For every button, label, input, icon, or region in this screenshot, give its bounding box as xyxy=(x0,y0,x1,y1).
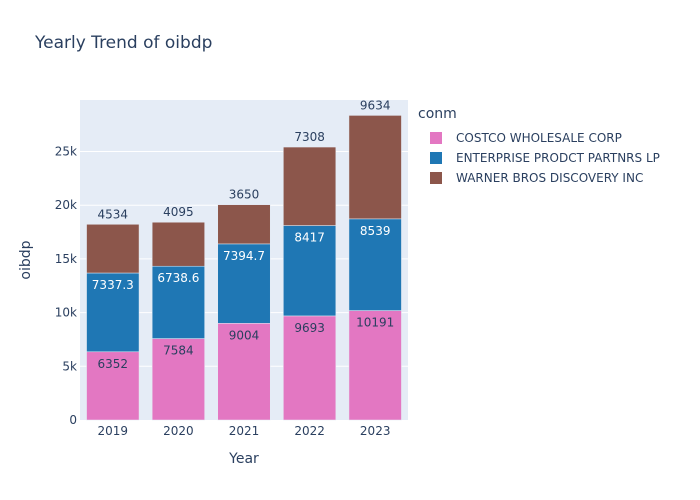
data-label: 9634 xyxy=(360,98,391,112)
chart-title: Yearly Trend of oibdp xyxy=(35,33,213,53)
y-tick-label: 20k xyxy=(55,198,77,212)
bar-segment[interactable] xyxy=(348,310,402,421)
bar-segment[interactable] xyxy=(217,243,271,324)
axis-layer: 0 5k 10k 15k 20k 25k 2019 2020 2021 2022 2023 Year o… xyxy=(18,145,390,467)
y-axis-title: oibdp xyxy=(18,240,34,279)
legend-title: conm xyxy=(418,106,457,122)
y-tick-label: 5k xyxy=(62,359,77,373)
data-label: 9693 xyxy=(294,321,325,335)
bar-segment[interactable] xyxy=(151,265,205,339)
legend-item-enterprise[interactable]: ENTERPRISE PRODCT PARTNRS LP xyxy=(418,148,660,168)
bar-segment[interactable] xyxy=(283,146,337,226)
bar-segment[interactable] xyxy=(86,272,140,353)
bar-segment[interactable] xyxy=(217,204,271,245)
data-label: 9004 xyxy=(229,328,260,342)
bar-segment[interactable] xyxy=(86,351,140,421)
bar-segment[interactable] xyxy=(283,225,337,317)
data-label: 7584 xyxy=(163,344,194,358)
data-label: 4095 xyxy=(163,205,194,219)
data-label: 4534 xyxy=(98,207,129,221)
y-tick-label: 15k xyxy=(55,252,77,266)
y-tick-label: 0 xyxy=(69,413,77,427)
y-tick-label: 25k xyxy=(55,145,77,159)
x-tick-label: 2022 xyxy=(294,424,325,438)
bar-segment[interactable] xyxy=(86,224,140,274)
x-tick-label: 2020 xyxy=(163,424,194,438)
bar-segment[interactable] xyxy=(151,338,205,421)
bar-segment[interactable] xyxy=(151,221,205,267)
x-axis-title: Year xyxy=(228,451,259,467)
legend-label-warner: WARNER BROS DISCOVERY INC xyxy=(456,171,644,185)
legend-swatch-warner xyxy=(430,172,442,184)
data-label: 8539 xyxy=(360,224,391,238)
x-tick-label: 2019 xyxy=(98,424,129,438)
data-label: 6738.6 xyxy=(157,271,199,285)
legend-label-enterprise: ENTERPRISE PRODCT PARTNRS LP xyxy=(456,151,660,165)
legend-swatch-enterprise xyxy=(430,152,442,164)
data-label: 7394.7 xyxy=(223,249,265,263)
y-tick-label: 10k xyxy=(55,306,77,320)
bar-segment[interactable] xyxy=(348,115,402,220)
data-label: 6352 xyxy=(98,357,129,371)
data-label: 10191 xyxy=(356,316,394,330)
data-label: 8417 xyxy=(294,231,325,245)
bar-segment[interactable] xyxy=(348,218,402,311)
legend-label-costco: COSTCO WHOLESALE CORP xyxy=(456,131,622,145)
legend: conm COSTCO WHOLESALE CORP ENTERPRISE PR… xyxy=(418,106,660,188)
bar-segment[interactable] xyxy=(283,315,337,421)
legend-swatch-costco xyxy=(430,132,442,144)
bar-segment[interactable] xyxy=(217,323,271,421)
bar-layer xyxy=(86,115,402,421)
x-tick-label: 2023 xyxy=(360,424,391,438)
legend-item-warner[interactable]: WARNER BROS DISCOVERY INC xyxy=(418,168,660,188)
data-label: 7337.3 xyxy=(92,278,134,292)
x-tick-label: 2021 xyxy=(229,424,260,438)
data-label: 3650 xyxy=(229,188,260,202)
data-label: 7308 xyxy=(294,130,325,144)
legend-item-costco[interactable]: COSTCO WHOLESALE CORP xyxy=(418,128,660,148)
label-layer: 6352 7337.3 4534 7584 6738.6 4095 9004 7394.7 36… xyxy=(92,98,394,370)
